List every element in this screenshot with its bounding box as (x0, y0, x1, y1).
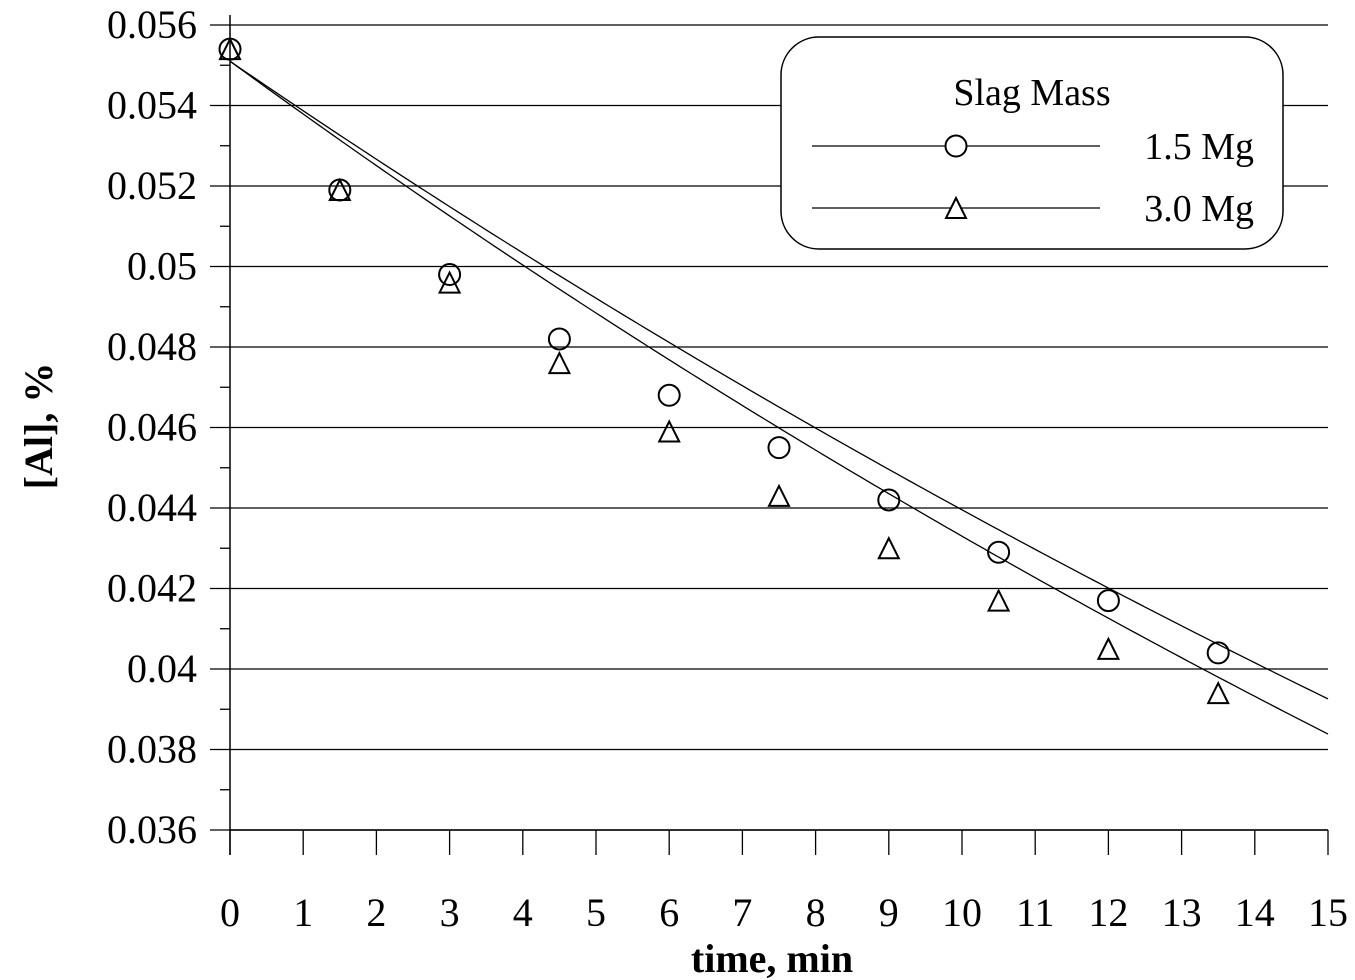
y-tick-label: 0.048 (107, 324, 197, 369)
x-tick-label: 9 (879, 890, 899, 935)
triangle-marker (986, 588, 1011, 612)
circle-marker (657, 383, 681, 407)
y-tick-label: 0.054 (107, 83, 197, 128)
legend: Slag Mass 1.5 Mg 3.0 Mg (780, 36, 1284, 250)
data-points (218, 36, 1230, 705)
legend-circle-marker (944, 134, 968, 158)
y-tick-label: 0.046 (107, 405, 197, 450)
y-tick-label: 0.052 (107, 163, 197, 208)
circle-marker (547, 327, 571, 351)
x-tick-label: 15 (1308, 890, 1348, 935)
circle-marker (218, 37, 242, 61)
y-axis-title: [Al], % (16, 363, 61, 490)
legend-label-1: 1.5 Mg (1144, 126, 1254, 168)
legend-label-2: 3.0 Mg (1144, 188, 1254, 230)
x-tick-label: 11 (1016, 890, 1055, 935)
triangle-marker (547, 350, 572, 375)
x-tick-label: 3 (440, 890, 460, 935)
x-tick-label: 5 (586, 890, 606, 935)
circle-marker (877, 488, 901, 512)
y-tick-label: 0.056 (107, 2, 197, 47)
circle-marker (767, 436, 791, 460)
x-tick-label: 2 (366, 890, 386, 935)
x-tick-label: 8 (806, 890, 826, 935)
tick-labels: 0.0560.0540.0520.050.0480.0460.0440.0420… (107, 2, 1348, 935)
legend-box (780, 36, 1284, 250)
x-tick-label: 14 (1235, 890, 1275, 935)
x-axis-title: time, min (691, 936, 853, 980)
fit-curves (229, 60, 1329, 735)
y-tick-label: 0.044 (107, 485, 197, 530)
y-tick-label: 0.05 (127, 244, 197, 289)
triangle-marker (437, 270, 462, 294)
x-tick-label: 13 (1162, 890, 1202, 935)
x-tick-label: 7 (732, 890, 752, 935)
triangle-marker (657, 419, 681, 443)
circle-marker (1206, 641, 1230, 665)
circle-marker (987, 540, 1011, 564)
x-tick-label: 4 (513, 890, 533, 935)
circle-marker (438, 263, 462, 287)
y-tick-label: 0.038 (107, 727, 197, 772)
x-tick-label: 6 (659, 890, 679, 935)
triangle-marker (1206, 680, 1230, 705)
fit-curve-2 (229, 60, 1329, 735)
x-tick-label: 10 (942, 890, 982, 935)
x-tick-label: 12 (1088, 890, 1128, 935)
y-tick-label: 0.036 (107, 807, 197, 852)
circle-marker (328, 178, 352, 202)
legend-title: Slag Mass (953, 72, 1110, 114)
circle-marker (1096, 589, 1120, 613)
y-tick-label: 0.042 (107, 566, 197, 611)
y-tick-label: 0.04 (127, 646, 197, 691)
x-tick-label: 0 (220, 890, 240, 935)
legend-triangle-marker (944, 195, 968, 219)
fit-curve-1 (229, 60, 1329, 700)
triangle-marker (877, 536, 901, 560)
triangle-marker (767, 483, 791, 507)
x-tick-label: 1 (293, 890, 313, 935)
triangle-marker (1096, 636, 1121, 660)
axes (220, 15, 1329, 855)
